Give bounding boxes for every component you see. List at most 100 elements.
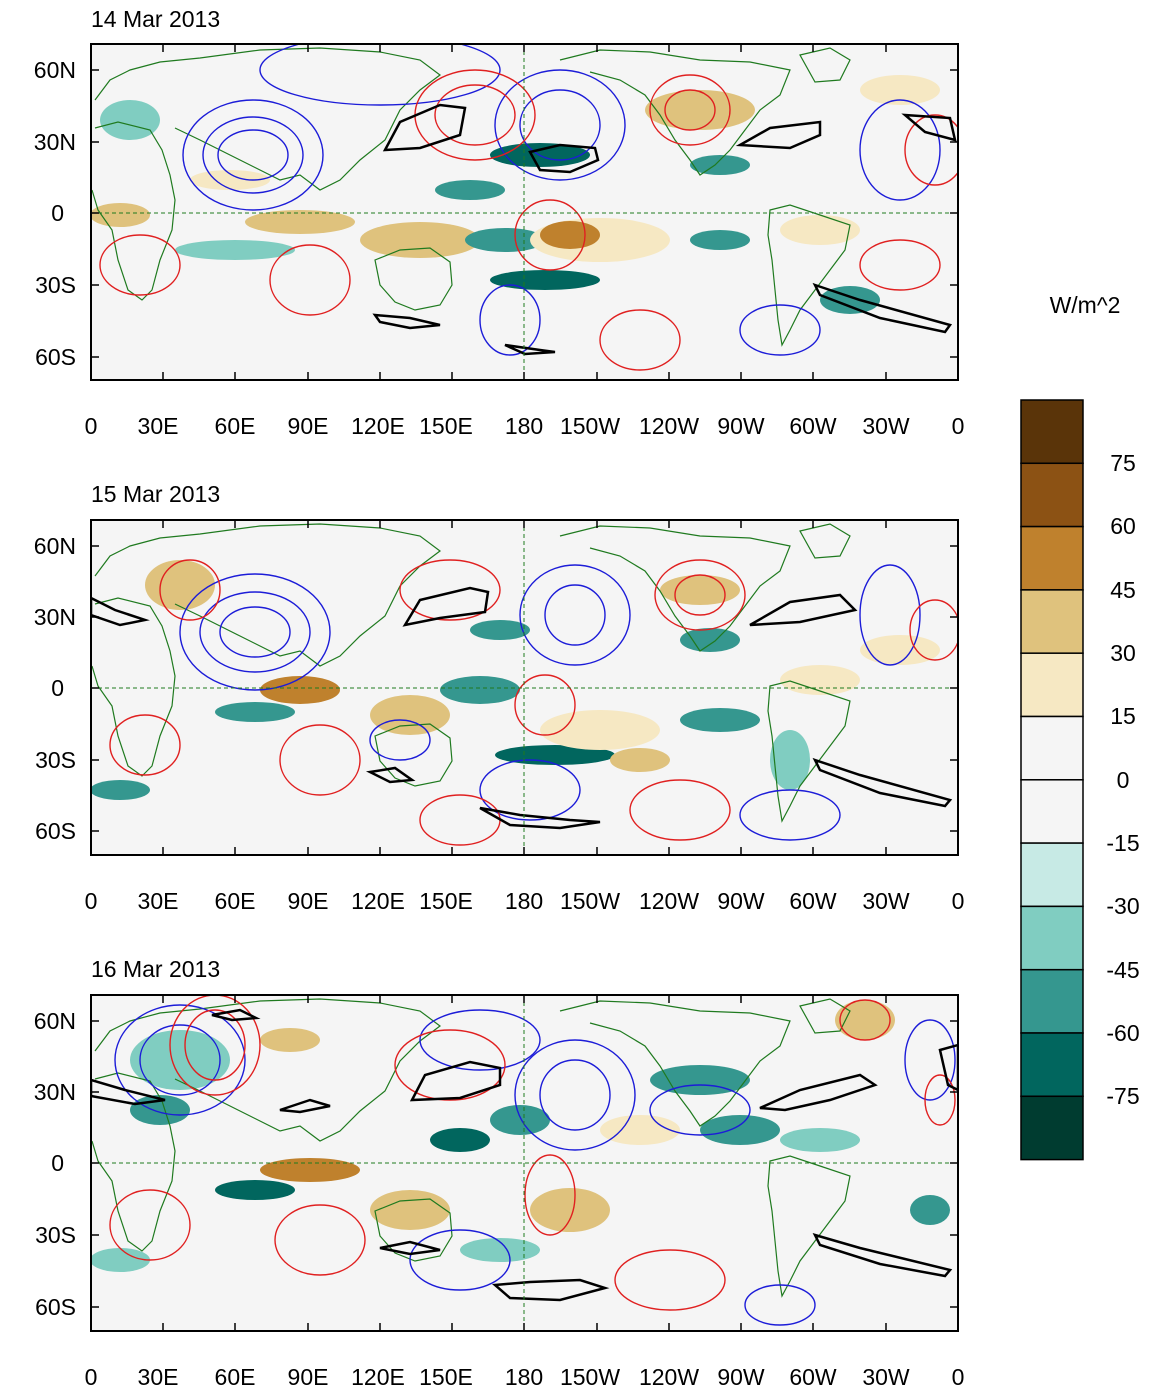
lon-label: 90E bbox=[288, 1364, 329, 1390]
negative-anomaly-patch bbox=[770, 730, 810, 790]
negative-anomaly-patch bbox=[175, 240, 295, 260]
lon-label: 0 bbox=[85, 888, 98, 914]
positive-contour bbox=[184, 1009, 246, 1081]
lon-labels: 0 30E 60E 90E 120E 150E 180 150W 120W 90… bbox=[85, 1364, 965, 1390]
negative-contour bbox=[744, 1284, 816, 1326]
negative-anomaly-patch bbox=[440, 676, 520, 704]
threshold-contour bbox=[479, 806, 601, 830]
south-america-coastline bbox=[767, 1155, 851, 1298]
positive-contour bbox=[654, 559, 746, 631]
lon-label: 120E bbox=[351, 888, 405, 914]
negative-anomaly-patch bbox=[435, 180, 505, 200]
negative-anomaly-patch bbox=[820, 286, 880, 314]
negative-contour bbox=[182, 99, 324, 211]
positive-contour bbox=[109, 1189, 191, 1261]
lon-label: 90E bbox=[288, 413, 329, 439]
height-anomaly-contours bbox=[109, 995, 956, 1326]
lon-label: 150E bbox=[419, 888, 473, 914]
colorbar-label: -15 bbox=[1106, 830, 1139, 856]
threshold-contour bbox=[735, 120, 822, 150]
negative-contour bbox=[199, 591, 311, 673]
lon-ticks bbox=[90, 520, 959, 855]
positive-anomaly-patch bbox=[370, 695, 450, 735]
lat-labels: 60N 30N 0 30S 60S bbox=[34, 533, 76, 844]
colorbar-label: -75 bbox=[1106, 1083, 1139, 1109]
negative-contour bbox=[114, 1004, 246, 1116]
negative-contour bbox=[202, 116, 304, 194]
threshold-contour bbox=[379, 1240, 441, 1256]
negative-contour bbox=[369, 719, 431, 761]
positive-contour bbox=[674, 574, 726, 616]
lon-label: 0 bbox=[85, 1364, 98, 1390]
lon-label: 60E bbox=[215, 888, 256, 914]
negative-anomaly-patch bbox=[100, 100, 160, 140]
negative-anomaly-patch bbox=[490, 270, 600, 290]
positive-contour bbox=[599, 309, 681, 371]
lon-label: 90W bbox=[717, 413, 765, 439]
positive-contour bbox=[269, 244, 351, 316]
colorbar-label: 15 bbox=[1110, 703, 1136, 729]
positive-anomaly-patch bbox=[540, 710, 660, 750]
positive-contour bbox=[394, 1029, 506, 1101]
negative-contour bbox=[139, 1024, 221, 1096]
colorbar-labels: 75 60 45 30 15 0 -15 -30 -45 -60 -75 bbox=[1106, 450, 1139, 1109]
positive-anomaly-patch bbox=[370, 1190, 450, 1230]
threshold-contour bbox=[749, 593, 858, 627]
colorbar-units: W/m^2 bbox=[1050, 292, 1121, 318]
threshold-contour bbox=[382, 103, 467, 152]
threshold-contour bbox=[812, 757, 953, 808]
positive-contour bbox=[109, 714, 181, 776]
north-america-coastline bbox=[559, 49, 791, 176]
positive-anomaly-patch bbox=[540, 221, 600, 249]
eurasia-coastline bbox=[94, 47, 441, 191]
lon-label: 150E bbox=[419, 413, 473, 439]
colorbar-box-3 bbox=[1020, 589, 1084, 654]
lat-label: 30N bbox=[34, 1079, 76, 1105]
negative-contour bbox=[859, 564, 921, 666]
threshold-contour bbox=[759, 1073, 878, 1112]
panel-title: 16 Mar 2013 bbox=[91, 956, 220, 982]
colorbar: W/m^2 75 60 45 30 15 0 -15 -30 -45 -60 -… bbox=[1020, 292, 1140, 1161]
negative-anomaly-patch bbox=[680, 628, 740, 652]
positive-contour bbox=[524, 1154, 576, 1236]
lon-label: 0 bbox=[952, 888, 965, 914]
negative-contour bbox=[519, 89, 601, 161]
lat-label: 30S bbox=[35, 1222, 76, 1248]
lon-label: 0 bbox=[952, 1364, 965, 1390]
threshold-contour bbox=[402, 586, 490, 627]
positive-contour bbox=[924, 1074, 956, 1126]
threshold-contour bbox=[372, 313, 441, 330]
colorbar-box-7 bbox=[1020, 842, 1084, 908]
north-america-coastline bbox=[559, 1000, 791, 1127]
colorbar-box-6 bbox=[1020, 779, 1084, 844]
positive-contour bbox=[434, 84, 516, 146]
threshold-contour bbox=[812, 1233, 953, 1278]
positive-contour bbox=[614, 1249, 726, 1311]
colorbar-label: -60 bbox=[1106, 1020, 1139, 1046]
negative-contour bbox=[539, 1059, 611, 1131]
negative-contour bbox=[494, 69, 626, 181]
lon-label: 120E bbox=[351, 413, 405, 439]
lon-label: 120W bbox=[639, 888, 699, 914]
negative-anomaly-patch bbox=[910, 1195, 950, 1225]
lon-label: 30W bbox=[862, 1364, 910, 1390]
negative-contour bbox=[179, 573, 331, 691]
positive-contour bbox=[159, 559, 221, 621]
map-panel-2: 15 Mar 2013 bbox=[34, 481, 965, 914]
threshold-contour bbox=[528, 143, 600, 174]
threshold-contours bbox=[372, 103, 957, 356]
negative-contour bbox=[419, 1009, 541, 1071]
positive-contour bbox=[514, 199, 586, 271]
negative-contour bbox=[859, 99, 941, 201]
positive-contour bbox=[909, 599, 958, 661]
lat-ticks bbox=[91, 1020, 958, 1308]
lon-label: 120W bbox=[639, 413, 699, 439]
positive-anomaly-patch bbox=[835, 1000, 895, 1040]
positive-contour bbox=[649, 74, 731, 146]
olr-anomaly-shading bbox=[91, 1000, 950, 1272]
negative-anomaly-patch bbox=[130, 1030, 230, 1090]
height-anomaly-contours bbox=[99, 44, 958, 371]
threshold-contour bbox=[812, 282, 953, 334]
negative-contour bbox=[739, 304, 821, 356]
